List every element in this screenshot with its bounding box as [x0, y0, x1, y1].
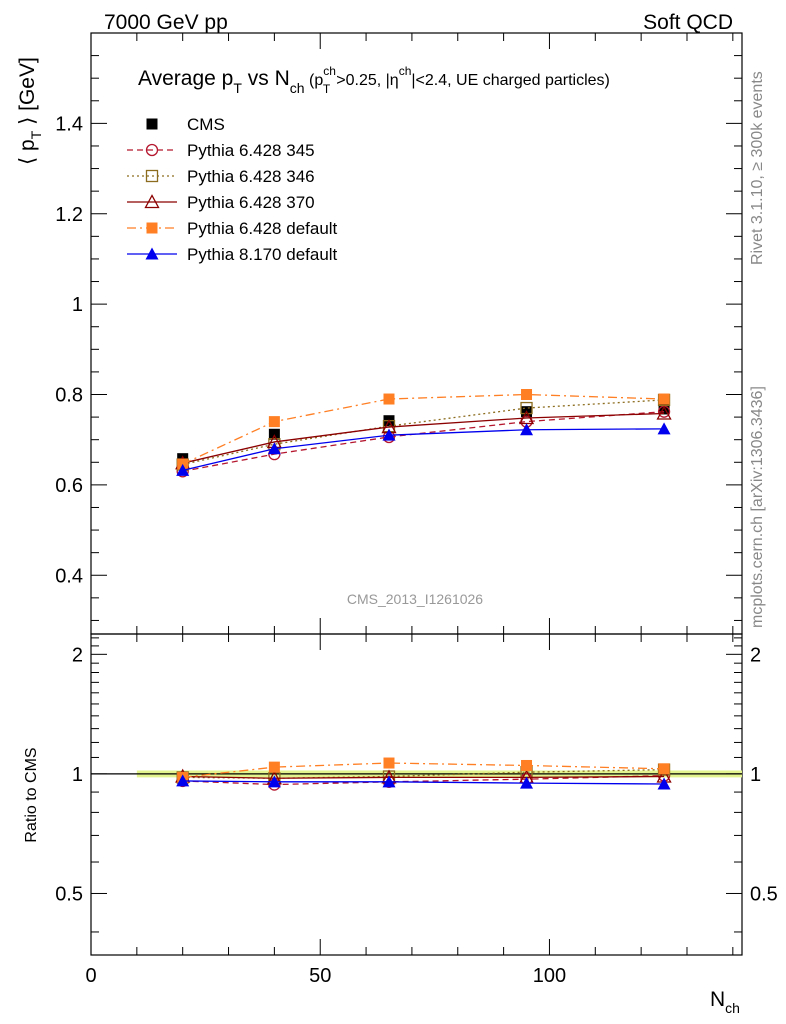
- main-y-tick-label: 1.4: [55, 113, 83, 135]
- rivet-version-label: Rivet 3.1.10, ≥ 300k events: [749, 71, 766, 265]
- mcplots-source-label: mcplots.cern.ch [arXiv:1306.3436]: [749, 386, 766, 628]
- main-series-3: [175, 405, 672, 470]
- legend-label: CMS: [187, 115, 225, 134]
- ratio-data-point: [657, 777, 671, 790]
- x-tick-label: 0: [85, 965, 96, 987]
- ratio-plot-frame: [90, 633, 743, 956]
- main-y-tick-label: 0.8: [55, 385, 83, 407]
- main-data-point: [658, 393, 670, 405]
- legend-label: Pythia 6.428 370: [187, 193, 315, 212]
- header-process-label: Soft QCD: [643, 11, 733, 34]
- ratio-data-point: [658, 763, 670, 775]
- legend-label: Pythia 6.428 default: [187, 219, 338, 238]
- legend-label: Pythia 6.428 345: [187, 141, 315, 160]
- main-data-point: [657, 422, 671, 435]
- main-series-5: [176, 422, 671, 476]
- main-data-point: [521, 389, 533, 401]
- main-y-tick-label: 1: [72, 294, 83, 316]
- main-series-2: [176, 393, 671, 471]
- main-y-tick-label: 0.4: [55, 565, 83, 587]
- main-data-point: [176, 463, 190, 476]
- legend-entry: Pythia 8.170 default: [127, 245, 338, 264]
- ratio-data-point: [383, 757, 395, 769]
- legend-label: Pythia 8.170 default: [187, 245, 338, 264]
- main-series-1: [176, 405, 671, 478]
- ratio-series-4: [176, 774, 671, 790]
- legend-marker: [144, 194, 160, 209]
- ratio-data-point: [382, 775, 396, 788]
- ratio-y-tick-label: 0.5: [55, 883, 83, 905]
- ratio-data-point: [521, 759, 533, 771]
- legend-entry: Pythia 6.428 default: [127, 219, 338, 238]
- legend-marker: [145, 143, 159, 157]
- legend-entry: Pythia 6.428 345: [127, 141, 315, 160]
- main-data-point: [658, 403, 670, 415]
- axis-ticks: 0.4 0.6 0.8 1 1.2 1.4 0 50 100 0.5 0.5 1 1 2 2: [55, 33, 778, 987]
- ratio-series-line: [182, 774, 665, 786]
- main-series-line: [182, 412, 665, 464]
- legend: CMS Pythia 6.428 345 Pythia 6.428 346 Pythi…: [127, 115, 338, 264]
- legend-label: Pythia 6.428 346: [187, 167, 315, 186]
- main-data-point: [656, 405, 672, 420]
- ratio-y-tick-label-right: 0.5: [750, 883, 778, 905]
- legend-entry: Pythia 6.428 370: [127, 193, 315, 212]
- ratio-y-tick-label: 2: [72, 644, 83, 666]
- ratio-series-3: [177, 757, 670, 783]
- main-data-point: [383, 393, 395, 405]
- ratio-series-layer: [175, 757, 672, 791]
- ratio-y-tick-label-right: 1: [750, 764, 761, 786]
- main-data-point: [520, 423, 534, 436]
- x-tick-label: 100: [533, 965, 566, 987]
- main-data-point: [267, 442, 281, 455]
- main-y-axis-label: ⟨ pT ⟩ [GeV]: [16, 57, 44, 165]
- main-data-point: [382, 428, 396, 441]
- main-series-line: [182, 399, 665, 466]
- x-axis-label: Nch: [710, 988, 740, 1016]
- main-y-tick-label: 1.2: [55, 204, 83, 226]
- ratio-y-axis-label: Ratio to CMS: [23, 747, 40, 842]
- legend-entry: Pythia 6.428 346: [127, 167, 315, 186]
- legend-marker: [146, 222, 158, 234]
- ratio-data-point: [268, 761, 280, 773]
- legend-marker: [146, 118, 158, 130]
- main-data-point: [520, 401, 533, 415]
- legend-entry: CMS: [146, 115, 225, 134]
- legend-marker: [145, 247, 159, 260]
- ratio-data-point: [267, 775, 281, 788]
- main-series-line: [182, 428, 665, 472]
- analysis-id-watermark: CMS_2013_I1261026: [347, 591, 483, 607]
- ratio-data-point: [176, 774, 190, 787]
- ratio-series-line: [182, 762, 665, 779]
- main-data-point: [268, 416, 280, 428]
- header-collision-label: 7000 GeV pp: [104, 11, 228, 34]
- x-tick-label: 50: [309, 965, 331, 987]
- plot-title: Average pT vs Nch (pch T >0.25, |ηch|<2.4,…: [138, 64, 610, 96]
- ratio-y-tick-label: 1: [72, 764, 83, 786]
- main-y-tick-label: 0.6: [55, 475, 83, 497]
- main-series-line: [182, 411, 665, 472]
- ratio-uncertainty-band: [91, 770, 742, 778]
- legend-marker: [145, 169, 159, 183]
- ratio-data-point: [520, 776, 534, 789]
- main-series-layer: [175, 389, 672, 478]
- ratio-y-tick-label-right: 2: [750, 644, 761, 666]
